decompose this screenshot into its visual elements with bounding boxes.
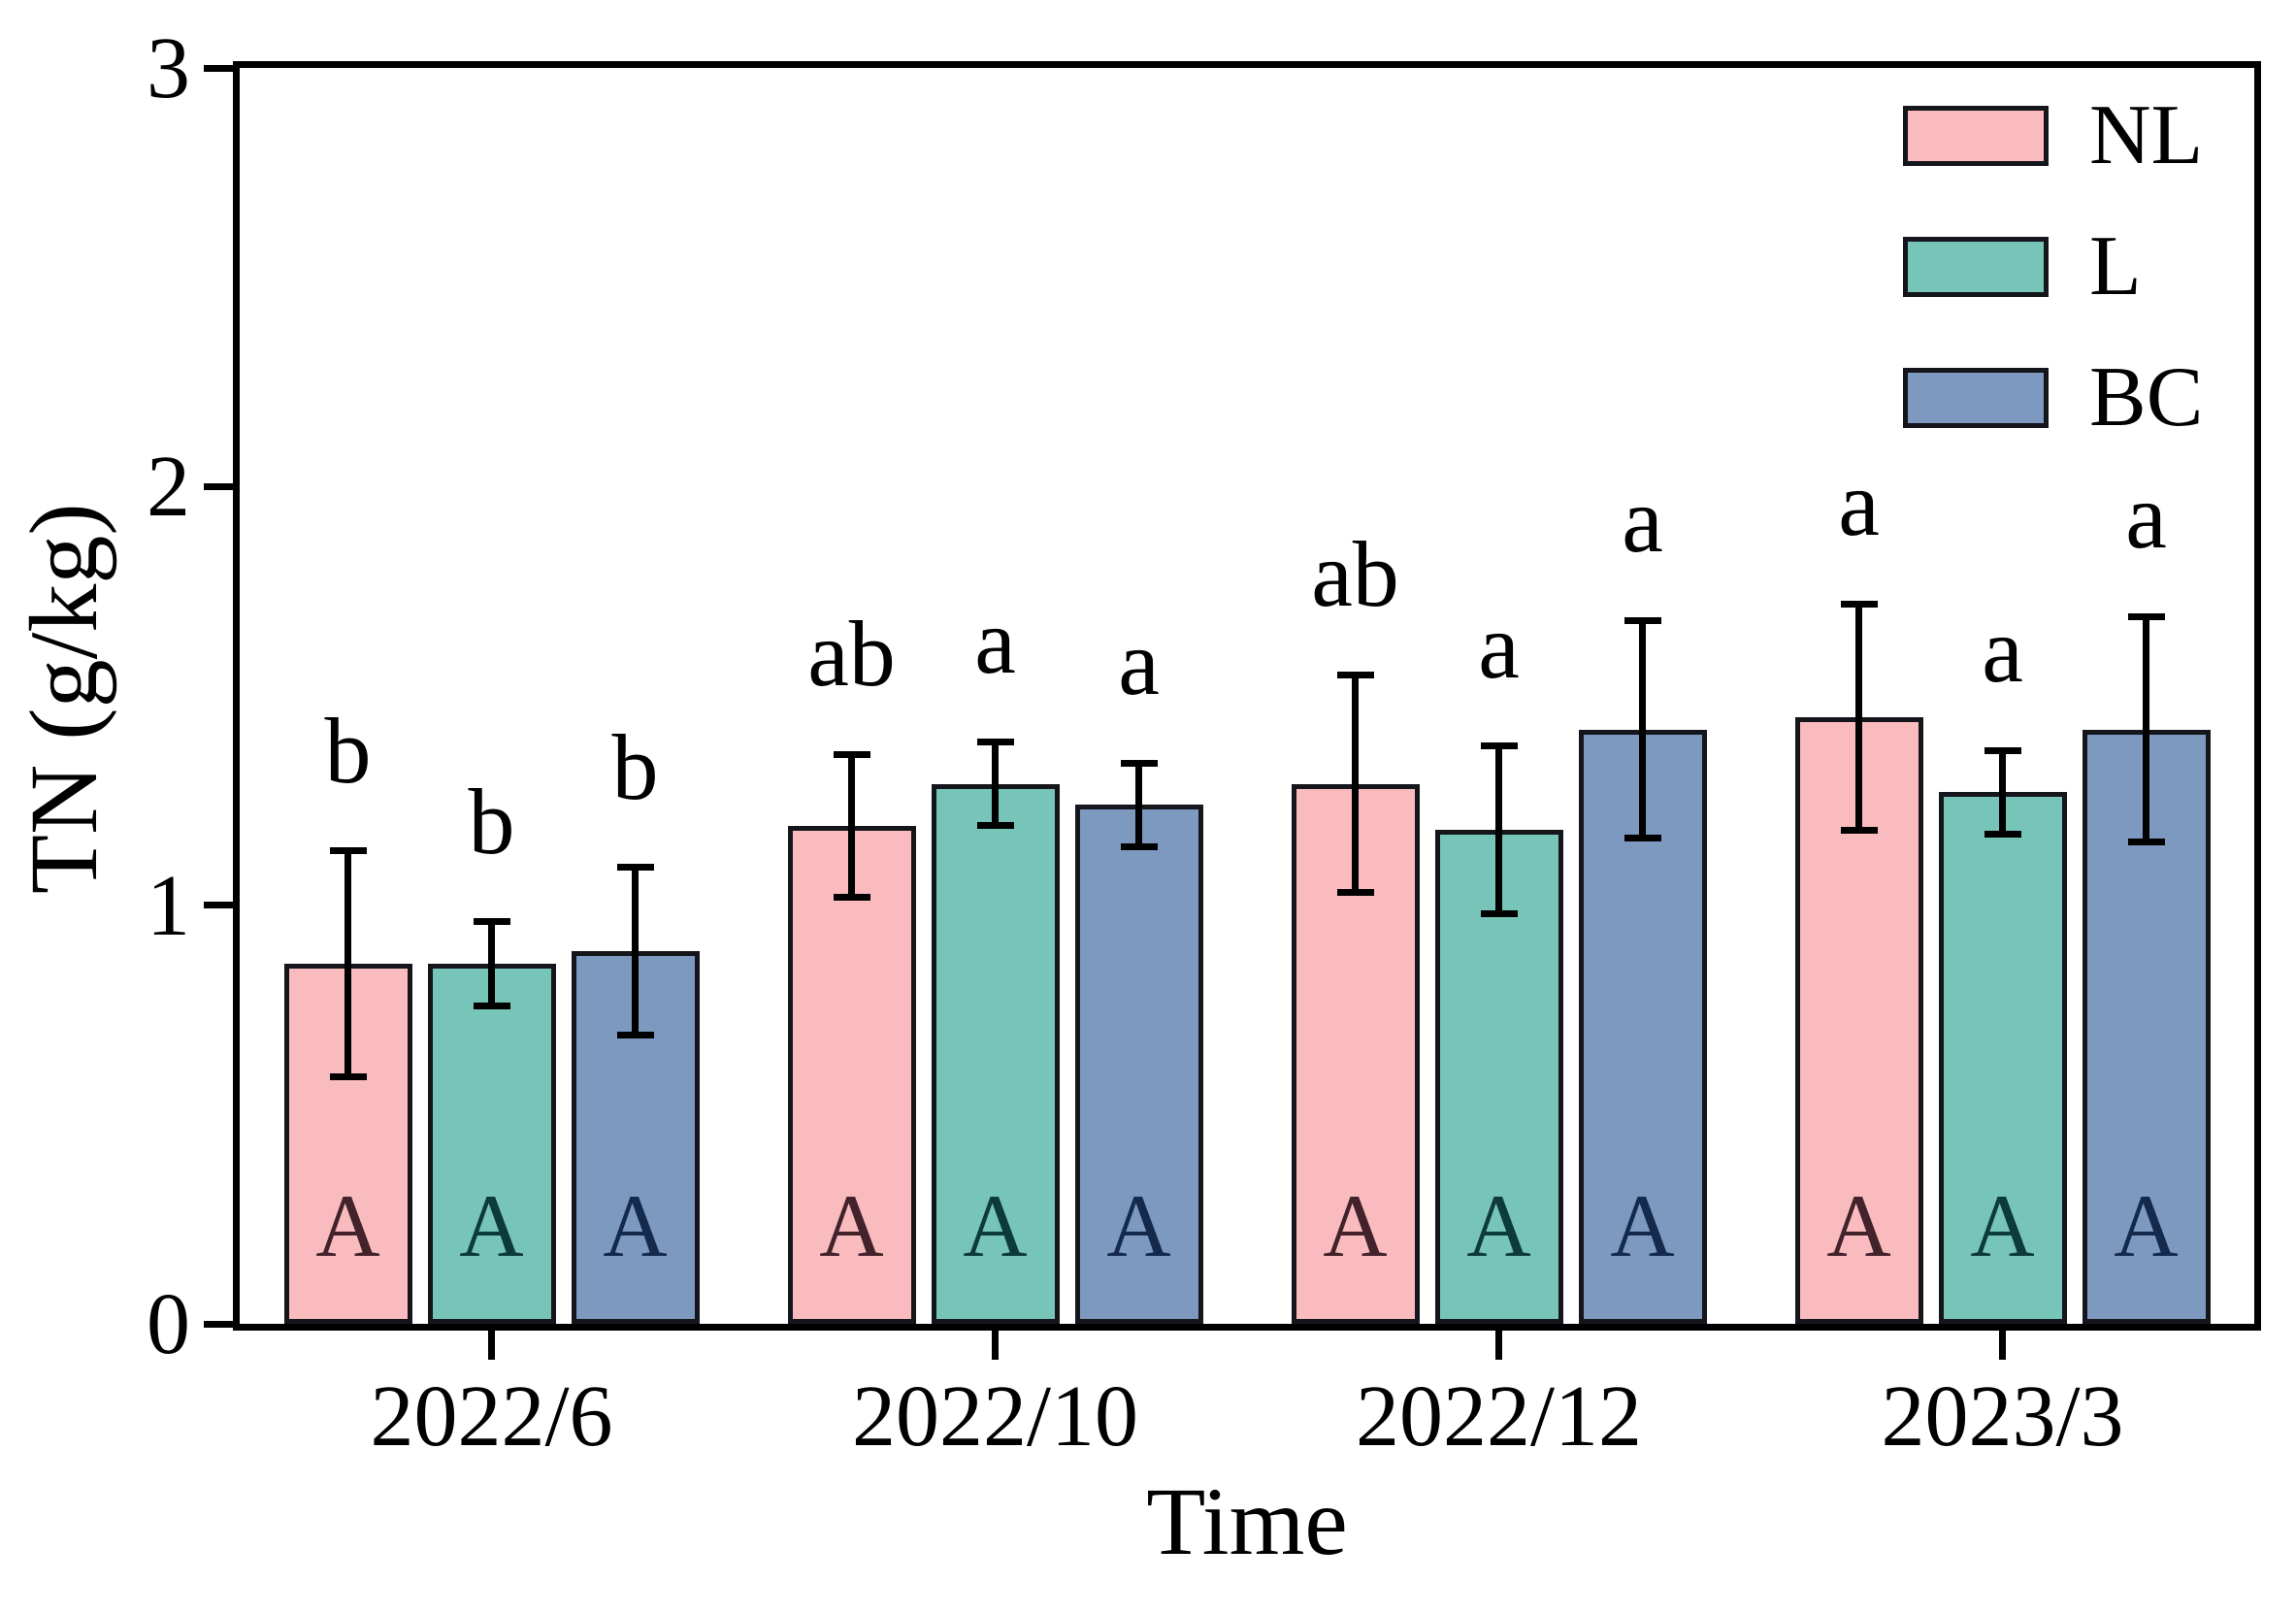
error-bar-L-2022/10 [992, 741, 999, 826]
error-bar-NL-2022/12 [1352, 675, 1359, 893]
x-tick-2023/3 [1999, 1331, 2006, 1360]
error-bar-cap-top [1840, 600, 1878, 608]
error-bar-BC-2022/6 [632, 867, 639, 1036]
error-bar-cap-top [616, 864, 654, 872]
error-bar-L-2022/6 [488, 921, 495, 1006]
error-bar-cap-bottom [976, 822, 1014, 830]
error-bar-NL-2022/6 [344, 850, 351, 1077]
error-bar-cap-bottom [1480, 909, 1518, 917]
inside-bar-letter: A [1610, 1176, 1675, 1275]
x-tick-2022/10 [992, 1331, 999, 1360]
error-bar-L-2022/12 [1495, 745, 1502, 914]
error-bar-cap-top [329, 847, 367, 855]
x-tick-label-2023/3: 2023/3 [1881, 1368, 2124, 1465]
significance-letter: a [1478, 593, 1520, 698]
x-tick-label-2022/6: 2022/6 [370, 1368, 613, 1465]
x-tick-2022/6 [488, 1331, 495, 1360]
error-bar-cap-top [473, 918, 510, 926]
inside-bar-letter: A [1826, 1176, 1891, 1275]
bar-L-2023/3 [1938, 792, 2067, 1324]
significance-letter: ab [1311, 522, 1399, 627]
error-bar-cap-top [1480, 742, 1518, 750]
legend-item-l: L [1903, 224, 2215, 310]
legend-label-l: L [2089, 219, 2142, 313]
inside-bar-letter: A [1106, 1176, 1171, 1275]
error-bar-cap-bottom [1624, 835, 1661, 842]
error-bar-BC-2023/3 [2143, 616, 2149, 842]
significance-letter: a [1838, 451, 1880, 556]
inside-bar-letter: A [603, 1176, 668, 1275]
error-bar-cap-top [833, 750, 870, 758]
bar-BC-2022/10 [1074, 805, 1203, 1324]
legend-label-bc: BC [2089, 350, 2204, 445]
legend: NL L BC [1903, 93, 2215, 441]
error-bar-cap-bottom [833, 893, 870, 901]
legend-swatch-bc [1903, 368, 2049, 428]
y-tick-2 [204, 482, 233, 490]
inside-bar-letter: A [1970, 1176, 2035, 1275]
error-bar-NL-2023/3 [1855, 604, 1862, 831]
significance-letter: a [1982, 598, 2023, 703]
inside-bar-letter: A [459, 1176, 524, 1275]
x-tick-label-2022/12: 2022/12 [1355, 1368, 1642, 1465]
inside-bar-letter: A [1466, 1176, 1531, 1275]
error-bar-cap-bottom [1984, 830, 2021, 838]
y-tick-label-3: 3 [147, 20, 190, 116]
significance-letter: b [468, 769, 515, 873]
inside-bar-letter: A [963, 1176, 1028, 1275]
error-bar-L-2023/3 [1999, 750, 2006, 835]
error-bar-cap-bottom [616, 1031, 654, 1038]
error-bar-cap-top [976, 738, 1014, 745]
error-bar-cap-bottom [1840, 826, 1878, 834]
error-bar-cap-bottom [1120, 842, 1158, 850]
inside-bar-letter: A [2114, 1176, 2179, 1275]
error-bar-cap-top [1624, 616, 1661, 624]
y-tick-label-1: 1 [147, 857, 190, 954]
legend-swatch-l [1903, 237, 2049, 297]
significance-letter: a [2125, 464, 2167, 569]
error-bar-BC-2022/12 [1639, 620, 1646, 839]
x-axis-label: Time [1146, 1467, 1348, 1575]
legend-label-nl: NL [2089, 88, 2204, 182]
x-tick-label-2022/10: 2022/10 [851, 1368, 1138, 1465]
legend-item-nl: NL [1903, 93, 2215, 179]
bar-L-2022/6 [427, 964, 556, 1324]
error-bar-BC-2022/10 [1135, 763, 1142, 847]
y-tick-1 [204, 902, 233, 909]
error-bar-cap-bottom [1336, 889, 1374, 897]
significance-letter: b [324, 698, 372, 803]
inside-bar-letter: A [819, 1176, 884, 1275]
significance-letter: ab [807, 602, 896, 707]
y-tick-3 [204, 64, 233, 72]
error-bar-cap-top [2127, 612, 2165, 620]
significance-letter: a [974, 589, 1016, 694]
significance-letter: a [1622, 468, 1663, 573]
error-bar-cap-top [1336, 671, 1374, 678]
significance-letter: a [1118, 610, 1160, 715]
significance-letter: b [611, 714, 659, 819]
y-tick-label-2: 2 [147, 439, 190, 536]
y-tick-label-0: 0 [147, 1276, 190, 1372]
legend-item-bc: BC [1903, 355, 2215, 441]
error-bar-cap-bottom [473, 1002, 510, 1009]
error-bar-cap-top [1984, 746, 2021, 754]
inside-bar-letter: A [315, 1176, 380, 1275]
legend-swatch-nl [1903, 106, 2049, 166]
y-tick-0 [204, 1320, 233, 1328]
bar-L-2022/10 [931, 783, 1060, 1324]
error-bar-cap-bottom [2127, 839, 2165, 846]
error-bar-cap-bottom [329, 1073, 367, 1081]
inside-bar-letter: A [1323, 1176, 1388, 1275]
error-bar-cap-top [1120, 759, 1158, 767]
error-bar-NL-2022/10 [848, 754, 855, 898]
x-tick-2022/12 [1495, 1331, 1502, 1360]
